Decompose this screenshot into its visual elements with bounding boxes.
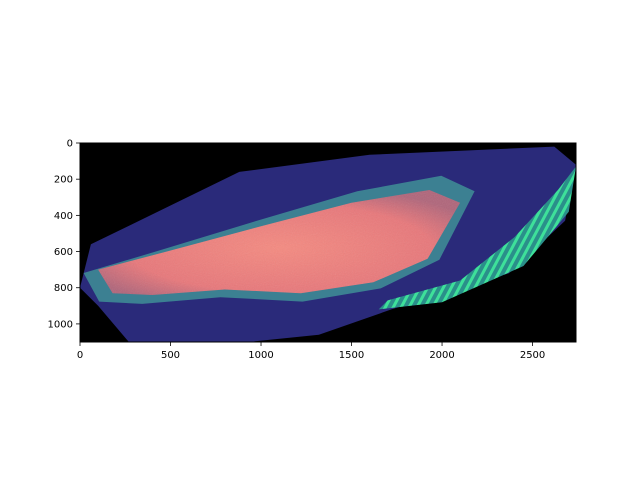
fringe-region [378, 166, 576, 310]
y-tick-label: 800 [54, 283, 73, 294]
y-tick-label: 400 [54, 211, 73, 222]
x-tick-label: 1000 [248, 350, 273, 361]
y-axis: 0 200 400 600 800 1000 [48, 139, 80, 330]
y-tick-label: 200 [54, 175, 73, 186]
y-tick-label: 1000 [48, 319, 73, 330]
x-tick-label: 500 [161, 350, 180, 361]
x-tick-label: 1500 [339, 350, 364, 361]
axes-frame [79, 142, 577, 343]
x-tick-label: 2500 [520, 350, 545, 361]
x-tick-label: 0 [77, 350, 83, 361]
x-axis: 0 500 1000 1500 2000 2500 [77, 342, 545, 361]
core-texture [98, 190, 461, 295]
x-tick-label: 2000 [429, 350, 454, 361]
y-tick-label: 600 [54, 247, 73, 258]
y-tick-label: 0 [67, 139, 73, 150]
